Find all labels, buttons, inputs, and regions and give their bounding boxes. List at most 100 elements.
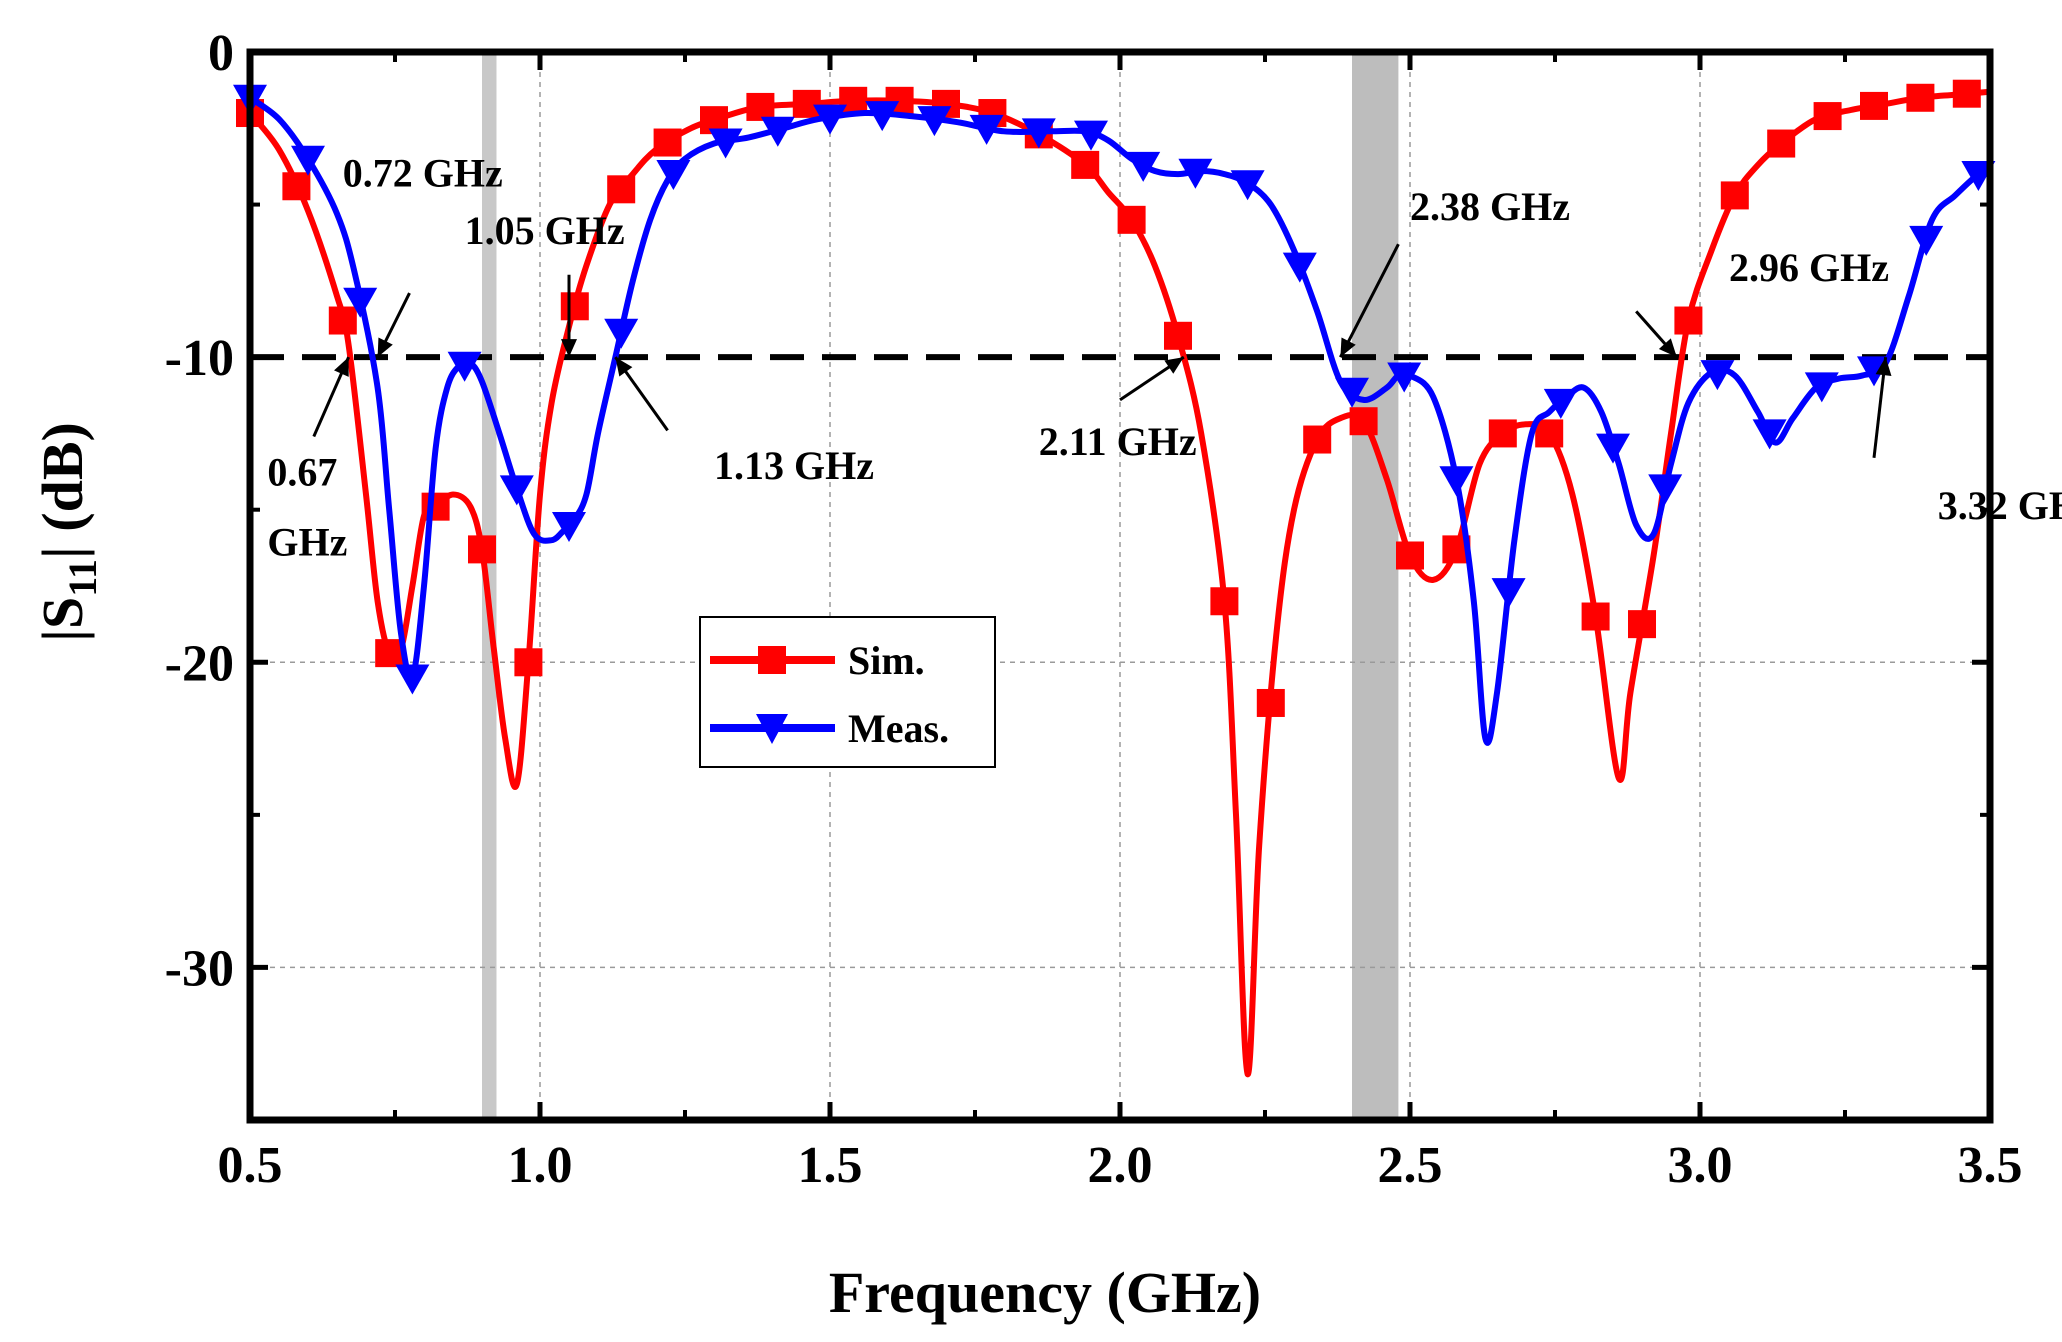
shaded-bands xyxy=(482,52,1399,1120)
meas-marker-27 xyxy=(1648,474,1683,505)
meas-marker-30 xyxy=(1804,372,1839,403)
legend-meas-marker xyxy=(756,714,788,744)
meas-marker-8 xyxy=(656,160,691,191)
sim-marker-27 xyxy=(1488,419,1517,448)
meas-marker-4 xyxy=(447,351,482,382)
y-tick-label-3: -30 xyxy=(165,940,234,997)
x-tick-label-4: 2.5 xyxy=(1378,1137,1443,1194)
sim-marker-11 xyxy=(746,92,775,121)
sim-marker-33 xyxy=(1767,129,1796,158)
annotations: 0.72 GHz 1.05 GHz 0.67 GHz 1.13 GHz 2.11 GHz 2… xyxy=(267,150,2062,564)
meas-marker-11 xyxy=(813,104,847,135)
sim-marker-36 xyxy=(1906,83,1935,112)
sim-marker-4 xyxy=(421,492,450,521)
sim-marker-5 xyxy=(468,535,496,564)
x-tick-label-3: 2.0 xyxy=(1088,1137,1153,1194)
legend-sim-marker xyxy=(758,646,786,674)
annotation-label-7: 2.96 GHz xyxy=(1729,245,1889,290)
axes: 0.5 1.0 1.5 2.0 2.5 3.0 3.5 0 -10 -20 -30 xyxy=(165,25,2023,1194)
meas-marker-17 xyxy=(1126,151,1161,182)
x-tick-label-5: 3.0 xyxy=(1668,1137,1733,1194)
meas-marker-20 xyxy=(1282,252,1317,283)
sim-marker-12 xyxy=(792,89,821,118)
meas-marker-10 xyxy=(760,116,795,147)
y-axis-title-main: |S xyxy=(30,597,95,642)
meas-marker-21 xyxy=(1335,377,1369,408)
annotation-arrow-head-7 xyxy=(1658,338,1677,358)
annotation-arrow-head-4 xyxy=(615,357,633,377)
svg-text:|S11| (dB): |S11| (dB) xyxy=(30,422,105,642)
sim-marker-31 xyxy=(1674,306,1703,335)
annotation-arrow-head-2 xyxy=(334,357,349,377)
y-tick-label-2: -20 xyxy=(165,635,234,692)
y-axis-title-tail: | (dB) xyxy=(30,422,95,559)
meas-marker-22 xyxy=(1387,362,1422,393)
sim-marker-24 xyxy=(1349,407,1378,436)
sim-marker-7 xyxy=(560,292,589,321)
meas-marker-3 xyxy=(395,664,430,695)
meas-marker-7 xyxy=(604,318,639,349)
annotation-label-3: GHz xyxy=(267,519,347,564)
legend-box xyxy=(699,616,996,768)
x-tick-label-0: 0.5 xyxy=(218,1137,283,1194)
legend: Sim. Meas. xyxy=(699,616,996,768)
sim-marker-6 xyxy=(514,648,543,677)
sim-marker-2 xyxy=(328,306,357,335)
annotation-arrow-head-1 xyxy=(561,339,577,358)
y-axis-title: |S11| (dB) xyxy=(30,422,105,642)
sim-marker-1 xyxy=(282,172,311,201)
series-meas xyxy=(233,84,1996,746)
sim-marker-34 xyxy=(1813,102,1842,131)
grid-lines xyxy=(250,52,1990,1120)
meas-marker-15 xyxy=(1021,118,1056,149)
annotation-arrow-head-5 xyxy=(1164,357,1184,374)
meas-marker-23 xyxy=(1439,466,1474,497)
shaded-band-1 xyxy=(1352,52,1399,1120)
x-tick-label-6: 3.5 xyxy=(1958,1137,2023,1194)
annotation-label-6: 2.38 GHz xyxy=(1410,184,1570,229)
annotation-label-5: 2.11 GHz xyxy=(1039,419,1197,464)
annotation-label-0: 0.72 GHz xyxy=(343,150,503,195)
annotation-label-8: 3.32 GHz xyxy=(1938,483,2062,528)
annotation-arrow-line-6 xyxy=(1339,243,1400,358)
annotation-label-4: 1.13 GHz xyxy=(714,443,874,488)
meas-marker-19 xyxy=(1230,170,1265,201)
meas-marker-9 xyxy=(708,128,743,159)
meas-marker-6 xyxy=(552,511,586,542)
sim-marker-22 xyxy=(1256,688,1285,717)
sim-marker-29 xyxy=(1581,602,1610,631)
legend-meas-label: Meas. xyxy=(848,706,949,751)
y-tick-label-0: 0 xyxy=(208,25,234,82)
meas-marker-16 xyxy=(1074,120,1108,151)
meas-marker-2 xyxy=(343,287,378,318)
meas-marker-32 xyxy=(1909,225,1944,256)
sim-marker-3 xyxy=(375,639,404,668)
sim-marker-23 xyxy=(1303,425,1332,454)
meas-marker-18 xyxy=(1178,158,1213,189)
sim-marker-8 xyxy=(607,175,636,204)
x-tick-label-2: 1.5 xyxy=(798,1137,863,1194)
annotation-arrow-head-6 xyxy=(1340,337,1356,358)
legend-sim-label: Sim. xyxy=(848,638,925,683)
meas-marker-5 xyxy=(499,475,534,506)
annotation-label-1: 1.05 GHz xyxy=(465,208,625,253)
sim-marker-21 xyxy=(1210,587,1239,616)
meas-marker-29 xyxy=(1752,419,1787,450)
meas-marker-14 xyxy=(969,114,1004,145)
sim-marker-35 xyxy=(1860,91,1888,120)
sim-marker-19 xyxy=(1117,205,1146,234)
sim-marker-28 xyxy=(1535,419,1564,448)
meas-marker-13 xyxy=(917,106,952,137)
meas-marker-12 xyxy=(865,101,900,132)
meas-marker-25 xyxy=(1543,388,1578,419)
meas-marker-28 xyxy=(1700,360,1735,391)
sim-marker-9 xyxy=(653,128,682,157)
sim-marker-18 xyxy=(1071,150,1100,179)
meas-marker-26 xyxy=(1596,433,1630,464)
x-axis-title: Frequency (GHz) xyxy=(829,1260,1261,1325)
sim-marker-30 xyxy=(1628,610,1656,639)
sim-marker-20 xyxy=(1164,321,1192,350)
annotation-arrow-head-0 xyxy=(377,337,393,358)
meas-marker-1 xyxy=(291,145,325,176)
